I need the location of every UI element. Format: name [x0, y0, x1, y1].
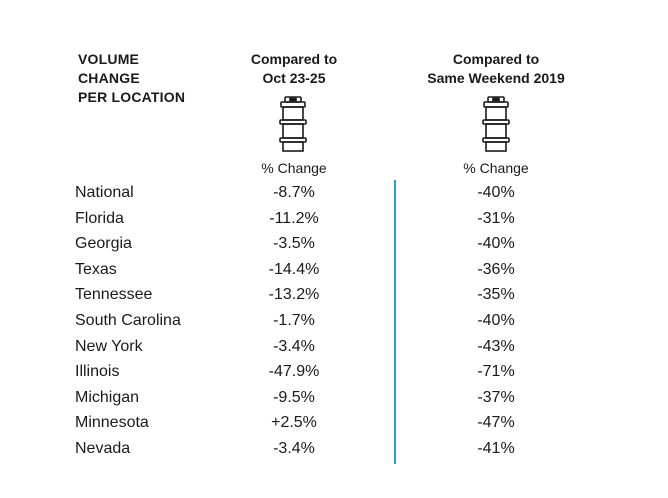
location-label: South Carolina — [75, 311, 181, 329]
table-row: Tennessee -13.2% -35% — [0, 283, 668, 309]
change-vs-2019-value: -37% — [477, 388, 515, 406]
title-line: PER LOCATION — [78, 89, 186, 105]
location-label: Illinois — [75, 363, 120, 381]
change-vs-oct-value: -3.4% — [273, 337, 315, 355]
change-vs-2019-value: -35% — [477, 286, 515, 304]
change-vs-oct-value: -13.2% — [268, 286, 320, 304]
change-vs-oct-value: -3.4% — [273, 439, 315, 457]
location-label: Minnesota — [75, 414, 149, 432]
table-row: Illinois -47.9% -71% — [0, 360, 668, 386]
table-row: Georgia -3.5% -40% — [0, 232, 668, 258]
location-label: Tennessee — [75, 286, 153, 304]
column-header-2019: Compared to Same Weekend 2019 — [406, 50, 586, 88]
column-divider — [394, 180, 396, 464]
location-label: Michigan — [75, 388, 140, 406]
table-row: Texas -14.4% -36% — [0, 258, 668, 284]
table-body: National -8.7% -40% Florida -11.2% -31% Georgi… — [0, 181, 668, 463]
location-label: Nevada — [75, 439, 131, 457]
keg-icon — [482, 96, 510, 152]
change-vs-2019-value: -43% — [477, 337, 515, 355]
change-vs-oct-value: +2.5% — [271, 414, 317, 432]
location-label: New York — [75, 337, 143, 355]
table-row: Michigan -9.5% -37% — [0, 386, 668, 412]
table-title: VOLUME CHANGE PER LOCATION — [78, 50, 185, 107]
location-label: Georgia — [75, 235, 132, 253]
column-header-line: Compared to — [250, 51, 338, 67]
title-line: CHANGE — [78, 70, 140, 86]
table-row: Minnesota +2.5% -47% — [0, 411, 668, 437]
keg-icon — [279, 96, 307, 152]
change-vs-oct-value: -3.5% — [273, 235, 315, 253]
change-vs-2019-value: -47% — [477, 414, 515, 432]
table-row: Nevada -3.4% -41% — [0, 437, 668, 463]
table-row: New York -3.4% -43% — [0, 335, 668, 361]
change-vs-oct-value: -1.7% — [273, 311, 315, 329]
table-row: Florida -11.2% -31% — [0, 207, 668, 233]
change-vs-oct-value: -47.9% — [268, 363, 320, 381]
location-label: Florida — [75, 209, 124, 227]
table-row: South Carolina -1.7% -40% — [0, 309, 668, 335]
change-vs-2019-value: -36% — [477, 260, 515, 278]
change-vs-2019-value: -31% — [477, 209, 515, 227]
change-vs-2019-value: -71% — [477, 363, 515, 381]
column-header-line: Same Weekend 2019 — [427, 70, 565, 86]
change-vs-2019-value: -41% — [477, 439, 515, 457]
change-vs-oct-value: -11.2% — [269, 209, 319, 227]
change-vs-oct-value: -8.7% — [273, 184, 315, 201]
change-vs-oct-value: -14.4% — [268, 260, 320, 278]
change-vs-2019-value: -40% — [477, 311, 515, 329]
change-vs-oct-value: -9.5% — [273, 388, 315, 406]
column-header-line: Oct 23-25 — [262, 70, 326, 86]
column-header-line: Compared to — [452, 51, 540, 67]
column-subheader-oct: % Change — [261, 160, 327, 176]
column-subheader-2019: % Change — [463, 160, 529, 176]
location-label: National — [75, 184, 134, 201]
change-vs-2019-value: -40% — [477, 184, 515, 201]
location-label: Texas — [75, 260, 117, 278]
title-line: VOLUME — [78, 51, 140, 67]
table-row: National -8.7% -40% — [0, 181, 668, 207]
column-header-oct: Compared to Oct 23-25 — [224, 50, 364, 88]
change-vs-2019-value: -40% — [477, 235, 515, 253]
